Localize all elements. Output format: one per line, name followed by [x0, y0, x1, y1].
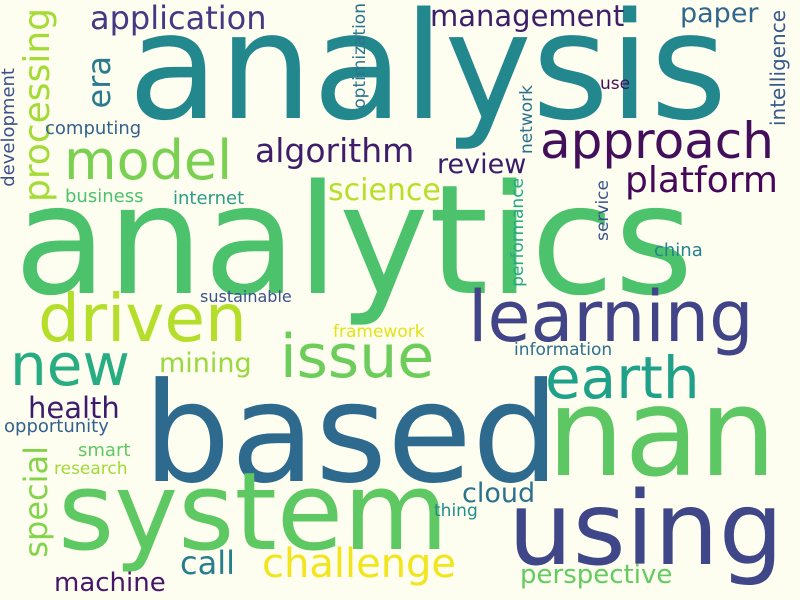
- word-service: service: [593, 180, 613, 241]
- word-machine: machine: [54, 568, 166, 598]
- word-framework: framework: [333, 322, 425, 342]
- word-science: science: [328, 173, 441, 208]
- word-driven: driven: [38, 280, 247, 357]
- word-using: using: [508, 470, 784, 589]
- word-analytics: analytics: [14, 152, 694, 329]
- word-mining: mining: [159, 348, 252, 379]
- word-optimization: optimization: [350, 3, 370, 109]
- word-review: review: [437, 149, 527, 180]
- word-intelligence: intelligence: [766, 10, 790, 127]
- word-opportunity: opportunity: [4, 416, 109, 437]
- word-internet: internet: [173, 188, 245, 209]
- word-paper: paper: [680, 0, 759, 29]
- word-information: information: [514, 340, 613, 360]
- word-model: model: [64, 129, 233, 192]
- word-system: system: [58, 450, 449, 575]
- word-platform: platform: [625, 160, 778, 201]
- word-analysis: analysis: [128, 0, 728, 153]
- word-special: special: [17, 446, 55, 558]
- word-research: research: [54, 459, 128, 479]
- word-use: use: [600, 74, 631, 94]
- word-learning: learning: [468, 276, 754, 358]
- word-challenge: challenge: [262, 541, 457, 587]
- word-based: based: [143, 353, 560, 514]
- word-call: call: [180, 544, 235, 582]
- word-perspective: perspective: [520, 560, 673, 590]
- word-smart: smart: [78, 440, 131, 461]
- word-approach: approach: [540, 112, 774, 170]
- word-thing: thing: [434, 501, 478, 521]
- word-business: business: [65, 186, 144, 207]
- word-health: health: [28, 391, 120, 425]
- word-processing: processing: [17, 8, 58, 203]
- word-network: network: [517, 85, 537, 155]
- word-cloud: cloud: [462, 478, 536, 509]
- word-performance: performance: [508, 178, 528, 287]
- word-new: new: [10, 331, 130, 399]
- word-application: application: [90, 0, 267, 37]
- word-china: china: [654, 240, 703, 261]
- word-issue: issue: [280, 322, 435, 392]
- word-algorithm: algorithm: [255, 131, 415, 170]
- word-era: era: [80, 56, 118, 109]
- word-computing: computing: [45, 118, 142, 139]
- word-nan: nan: [547, 362, 777, 504]
- word-management: management: [430, 0, 625, 33]
- word-development: development: [0, 68, 19, 187]
- word-earth: earth: [545, 344, 700, 412]
- word-sustainable: sustainable: [200, 287, 292, 306]
